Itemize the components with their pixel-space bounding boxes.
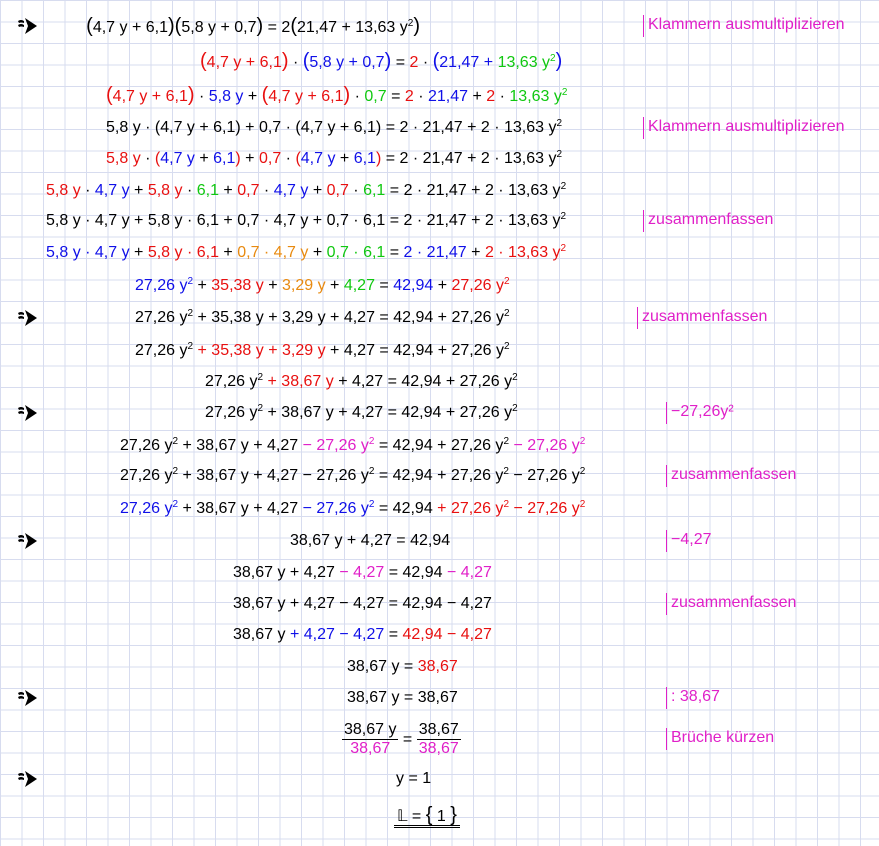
equation-fraction: 38,67 y 38,67 = 38,67 38,67 bbox=[342, 721, 461, 758]
equation-row-7: 5,8 y · 4,7 y + 5,8 y · 6,1 + 0,7 · 4,7 … bbox=[0, 210, 879, 232]
solution-set: 𝕃 = { 1 } bbox=[0, 804, 879, 828]
equation-row-20: 38,67 y + 4,27 − 4,27 = 42,94 − 4,27 bbox=[0, 624, 879, 646]
equation-row-5: 5,8 y · (4,7 y + 6,1) + 0,7 · (4,7 y + 6… bbox=[0, 148, 879, 170]
equation: 27,26 y2 + 38,67 y + 4,27 − 27,26 y2 = 4… bbox=[120, 466, 586, 485]
annotation-combine: zusammenfassen bbox=[666, 465, 796, 487]
annotation-cancel: Brüche kürzen bbox=[666, 728, 774, 750]
equation: 27,26 y2 + 35,38 y + 3,29 y + 4,27 = 42,… bbox=[135, 276, 510, 295]
annotation-minus-const: −4,27 bbox=[666, 530, 711, 552]
equation-lhs: (4,7 y + 6,1)(5,8 y + 0,7) = 2(21,47 + 1… bbox=[86, 15, 420, 37]
annotation-expand: Klammern ausmultiplizieren bbox=[643, 117, 845, 139]
arrow-pointer-icon[interactable] bbox=[16, 689, 38, 707]
fraction-right: 38,67 38,67 bbox=[416, 721, 461, 758]
equation-row-12: 27,26 y2 + 38,67 y + 4,27 = 42,94 + 27,2… bbox=[0, 371, 879, 393]
equation-row-16: 27,26 y2 + 38,67 y + 4,27 − 27,26 y2 = 4… bbox=[0, 498, 879, 520]
arrow-pointer-icon[interactable] bbox=[16, 532, 38, 550]
arrow-pointer-icon[interactable] bbox=[16, 404, 38, 422]
equation-row-14: 27,26 y2 + 38,67 y + 4,27 − 27,26 y2 = 4… bbox=[0, 435, 879, 457]
equation: 5,8 y · (4,7 y + 6,1) + 0,7 · (4,7 y + 6… bbox=[106, 149, 563, 168]
equation: 27,26 y2 + 38,67 y + 4,27 = 42,94 + 27,2… bbox=[205, 403, 518, 422]
arrow-pointer-icon[interactable] bbox=[16, 309, 38, 327]
equation-row-19: 38,67 y + 4,27 − 4,27 = 42,94 − 4,27 zus… bbox=[0, 593, 879, 615]
equation: y = 1 bbox=[396, 770, 432, 787]
fraction-left: 38,67 y 38,67 bbox=[342, 721, 399, 758]
equation: 38,67 y + 4,27 − 4,27 = 42,94 − 4,27 bbox=[233, 595, 492, 612]
equation: 38,67 y = 38,67 bbox=[347, 689, 458, 706]
equation: 27,26 y2 + 35,38 y + 3,29 y + 4,27 = 42,… bbox=[135, 308, 510, 327]
equation-row-18: 38,67 y + 4,27 − 4,27 = 42,94 − 4,27 bbox=[0, 562, 879, 584]
equation: 5,8 y · 4,7 y + 5,8 y · 6,1 + 0,7 · 4,7 … bbox=[46, 243, 567, 262]
equation: 38,67 y + 4,27 − 4,27 = 42,94 − 4,27 bbox=[233, 626, 492, 643]
equation-row-8: 5,8 y · 4,7 y + 5,8 y · 6,1 + 0,7 · 4,7 … bbox=[0, 242, 879, 264]
equation-row-1: (4,7 y + 6,1)(5,8 y + 0,7) = 2(21,47 + 1… bbox=[0, 15, 879, 37]
annotation-combine: zusammenfassen bbox=[637, 307, 767, 329]
solution-equation: 𝕃 = { 1 } bbox=[394, 804, 460, 828]
annotation-divide: : 38,67 bbox=[666, 687, 720, 709]
equation: 5,8 y · 4,7 y + 5,8 y · 6,1 + 0,7 · 4,7 … bbox=[46, 181, 567, 200]
arrow-pointer-icon[interactable] bbox=[16, 770, 38, 788]
annotation-combine: zusammenfassen bbox=[666, 593, 796, 615]
equation: 5,8 y · (4,7 y + 6,1) + 0,7 · (4,7 y + 6… bbox=[106, 118, 563, 137]
equation-row-3: (4,7 y + 6,1) · 5,8 y + (4,7 y + 6,1) · … bbox=[0, 84, 879, 106]
equation: (4,7 y + 6,1) · 5,8 y + (4,7 y + 6,1) · … bbox=[106, 84, 568, 106]
annotation-expand: Klammern ausmultiplizieren bbox=[643, 15, 845, 37]
equation-row-11: 27,26 y2 + 35,38 y + 3,29 y + 4,27 = 42,… bbox=[0, 340, 879, 362]
equation: 5,8 y · 4,7 y + 5,8 y · 6,1 + 0,7 · 4,7 … bbox=[46, 211, 567, 230]
equation: 27,26 y2 + 38,67 y + 4,27 − 27,26 y2 = 4… bbox=[120, 499, 586, 518]
equation-row-4: 5,8 y · (4,7 y + 6,1) + 0,7 · (4,7 y + 6… bbox=[0, 117, 879, 139]
equation-row-17: 38,67 y + 4,27 = 42,94 −4,27 bbox=[0, 530, 879, 552]
arrow-pointer-icon[interactable] bbox=[16, 17, 38, 35]
annotation-minus-y2: −27,26y² bbox=[666, 402, 734, 424]
equation-row-15: 27,26 y2 + 38,67 y + 4,27 − 27,26 y2 = 4… bbox=[0, 465, 879, 487]
equation-row-23: 38,67 y 38,67 = 38,67 38,67 Brüche kürzen bbox=[0, 716, 879, 764]
equation-row-21: 38,67 y = 38,67 bbox=[0, 656, 879, 678]
equation-row-10: 27,26 y2 + 35,38 y + 3,29 y + 4,27 = 42,… bbox=[0, 307, 879, 329]
equation-row-22: 38,67 y = 38,67 : 38,67 bbox=[0, 687, 879, 709]
equation: (4,7 y + 6,1) · (5,8 y + 0,7) = 2 · (21,… bbox=[200, 50, 563, 72]
equation-row-24: y = 1 bbox=[0, 768, 879, 790]
equation-row-13: 27,26 y2 + 38,67 y + 4,27 = 42,94 + 27,2… bbox=[0, 402, 879, 424]
equation-row-6: 5,8 y · 4,7 y + 5,8 y · 6,1 + 0,7 · 4,7 … bbox=[0, 180, 879, 202]
equation: 27,26 y2 + 38,67 y + 4,27 − 27,26 y2 = 4… bbox=[120, 436, 586, 455]
equation: 38,67 y = 38,67 bbox=[347, 658, 458, 675]
equation: 38,67 y + 4,27 = 42,94 bbox=[290, 532, 451, 549]
equation: 27,26 y2 + 35,38 y + 3,29 y + 4,27 = 42,… bbox=[135, 341, 510, 360]
equation: 27,26 y2 + 38,67 y + 4,27 = 42,94 + 27,2… bbox=[205, 372, 518, 391]
annotation-combine: zusammenfassen bbox=[643, 210, 773, 232]
equation-row-9: 27,26 y2 + 35,38 y + 3,29 y + 4,27 = 42,… bbox=[0, 275, 879, 297]
equation: 38,67 y + 4,27 − 4,27 = 42,94 − 4,27 bbox=[233, 564, 492, 581]
equation-row-2: (4,7 y + 6,1) · (5,8 y + 0,7) = 2 · (21,… bbox=[0, 50, 879, 72]
